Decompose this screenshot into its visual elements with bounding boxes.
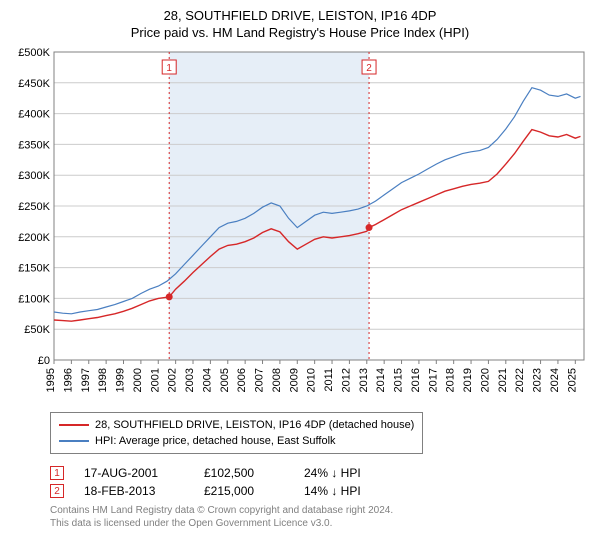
chart-title: 28, SOUTHFIELD DRIVE, LEISTON, IP16 4DP xyxy=(10,8,590,23)
legend-item: 28, SOUTHFIELD DRIVE, LEISTON, IP16 4DP … xyxy=(59,417,414,433)
svg-text:2002: 2002 xyxy=(167,368,179,392)
svg-text:£50K: £50K xyxy=(24,324,50,336)
sale-row: 2 18-FEB-2013 £215,000 14% ↓ HPI xyxy=(50,484,590,498)
svg-text:2024: 2024 xyxy=(549,368,561,392)
svg-text:2015: 2015 xyxy=(393,368,405,392)
svg-text:2022: 2022 xyxy=(514,368,526,392)
svg-text:1: 1 xyxy=(166,63,172,74)
svg-text:2016: 2016 xyxy=(410,368,422,392)
sale-hpi-delta: 14% ↓ HPI xyxy=(304,484,394,498)
svg-text:2001: 2001 xyxy=(149,368,161,392)
svg-text:2006: 2006 xyxy=(236,368,248,392)
svg-text:2010: 2010 xyxy=(306,368,318,392)
svg-text:£100K: £100K xyxy=(18,293,50,305)
svg-text:1998: 1998 xyxy=(97,368,109,392)
svg-text:2009: 2009 xyxy=(288,368,300,392)
sale-hpi-delta: 24% ↓ HPI xyxy=(304,466,394,480)
chart-subtitle: Price paid vs. HM Land Registry's House … xyxy=(10,25,590,40)
svg-text:£150K: £150K xyxy=(18,263,50,275)
svg-text:£500K: £500K xyxy=(18,47,50,59)
svg-text:2000: 2000 xyxy=(132,368,144,392)
svg-text:£450K: £450K xyxy=(18,78,50,90)
chart-area: £0 £50K £100K £150K £200K £250K £300K £350K £400… xyxy=(10,46,590,406)
svg-text:£300K: £300K xyxy=(18,170,50,182)
line-chart: £0 £50K £100K £150K £200K £250K £300K £350K £400… xyxy=(10,46,590,406)
svg-text:2012: 2012 xyxy=(340,368,352,392)
legend-label: 28, SOUTHFIELD DRIVE, LEISTON, IP16 4DP … xyxy=(95,417,414,433)
svg-text:£0: £0 xyxy=(38,355,50,367)
sale-price: £102,500 xyxy=(204,466,284,480)
footer-attribution: Contains HM Land Registry data © Crown c… xyxy=(50,504,590,530)
svg-text:2005: 2005 xyxy=(219,368,231,392)
sale-row: 1 17-AUG-2001 £102,500 24% ↓ HPI xyxy=(50,466,590,480)
sale-date: 18-FEB-2013 xyxy=(84,484,184,498)
legend-swatch xyxy=(59,424,89,426)
svg-text:2023: 2023 xyxy=(532,368,544,392)
legend-item: HPI: Average price, detached house, East… xyxy=(59,433,414,449)
footer-line-1: Contains HM Land Registry data © Crown c… xyxy=(50,504,590,517)
legend-swatch xyxy=(59,440,89,442)
svg-text:1996: 1996 xyxy=(62,368,74,392)
svg-text:2018: 2018 xyxy=(445,368,457,392)
sale-price: £215,000 xyxy=(204,484,284,498)
svg-text:2014: 2014 xyxy=(375,368,387,392)
svg-text:1997: 1997 xyxy=(80,368,92,392)
svg-text:2004: 2004 xyxy=(201,368,213,392)
svg-text:2003: 2003 xyxy=(184,368,196,392)
svg-text:2007: 2007 xyxy=(254,368,266,392)
svg-text:£400K: £400K xyxy=(18,109,50,121)
sale-date: 17-AUG-2001 xyxy=(84,466,184,480)
sale-marker: 1 xyxy=(50,466,64,480)
legend-label: HPI: Average price, detached house, East… xyxy=(95,433,336,449)
svg-text:2011: 2011 xyxy=(323,368,335,392)
svg-text:£200K: £200K xyxy=(18,232,50,244)
svg-text:2025: 2025 xyxy=(566,368,578,392)
svg-text:1999: 1999 xyxy=(115,368,127,392)
sales-table: 1 17-AUG-2001 £102,500 24% ↓ HPI 2 18-FEB-201… xyxy=(50,466,590,498)
footer-line-2: This data is licensed under the Open Gov… xyxy=(50,517,590,530)
svg-text:£350K: £350K xyxy=(18,139,50,151)
svg-text:£250K: £250K xyxy=(18,201,50,213)
svg-text:2019: 2019 xyxy=(462,368,474,392)
svg-text:2017: 2017 xyxy=(427,368,439,392)
legend: 28, SOUTHFIELD DRIVE, LEISTON, IP16 4DP … xyxy=(50,412,423,454)
svg-text:1995: 1995 xyxy=(45,368,57,392)
svg-text:2013: 2013 xyxy=(358,368,370,392)
svg-text:2020: 2020 xyxy=(479,368,491,392)
svg-text:2: 2 xyxy=(366,63,372,74)
svg-text:2008: 2008 xyxy=(271,368,283,392)
svg-text:2021: 2021 xyxy=(497,368,509,392)
chart-container: 28, SOUTHFIELD DRIVE, LEISTON, IP16 4DP … xyxy=(0,0,600,540)
sale-marker: 2 xyxy=(50,484,64,498)
